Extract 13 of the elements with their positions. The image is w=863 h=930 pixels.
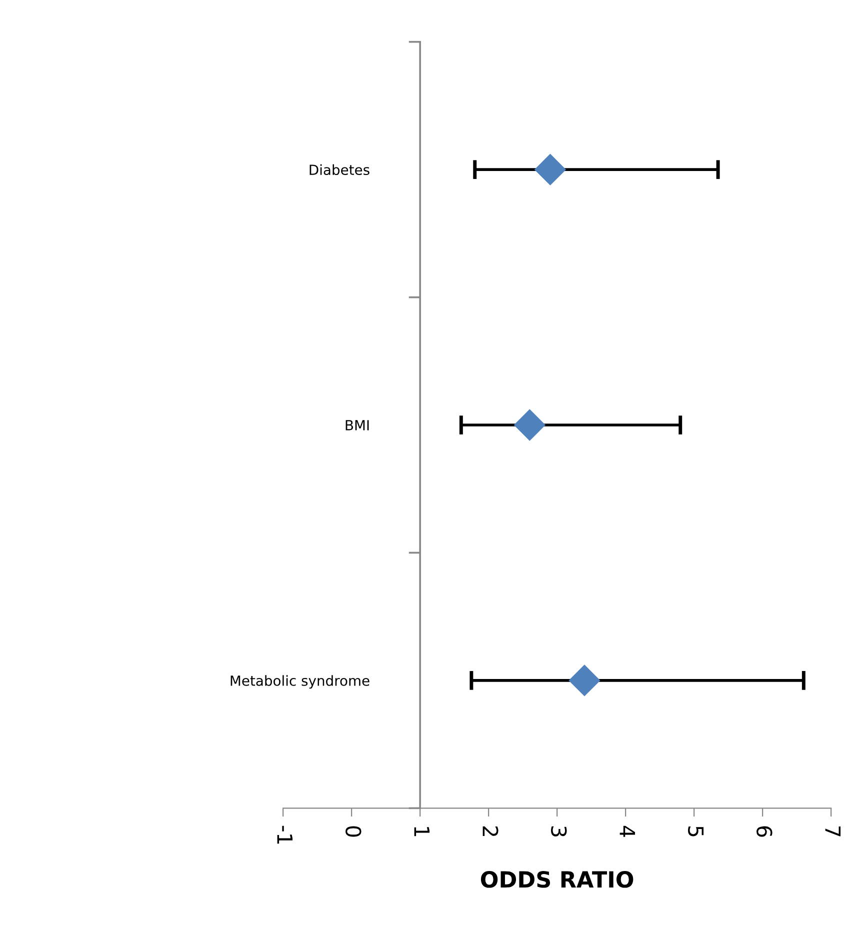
y-tick-label: BMI — [346, 420, 369, 430]
x-tick-label: 3 — [551, 826, 567, 836]
x-axis-title: ODDS RATIO — [480, 871, 634, 888]
x-tick-label: 4 — [620, 826, 636, 837]
x-tick-label: 1 — [414, 827, 430, 836]
x-tick-label: 2 — [482, 826, 498, 836]
x-tick-label: 6 — [756, 826, 772, 837]
y-tick-label: Diabetes — [310, 164, 370, 176]
x-tick-label: -1 — [277, 826, 293, 844]
x-tick-label: 0 — [346, 826, 362, 837]
y-tick-label: Metabolic syndrome — [230, 675, 370, 689]
x-tick-label: 7 — [825, 826, 841, 836]
x-tick-label: 5 — [688, 826, 704, 836]
